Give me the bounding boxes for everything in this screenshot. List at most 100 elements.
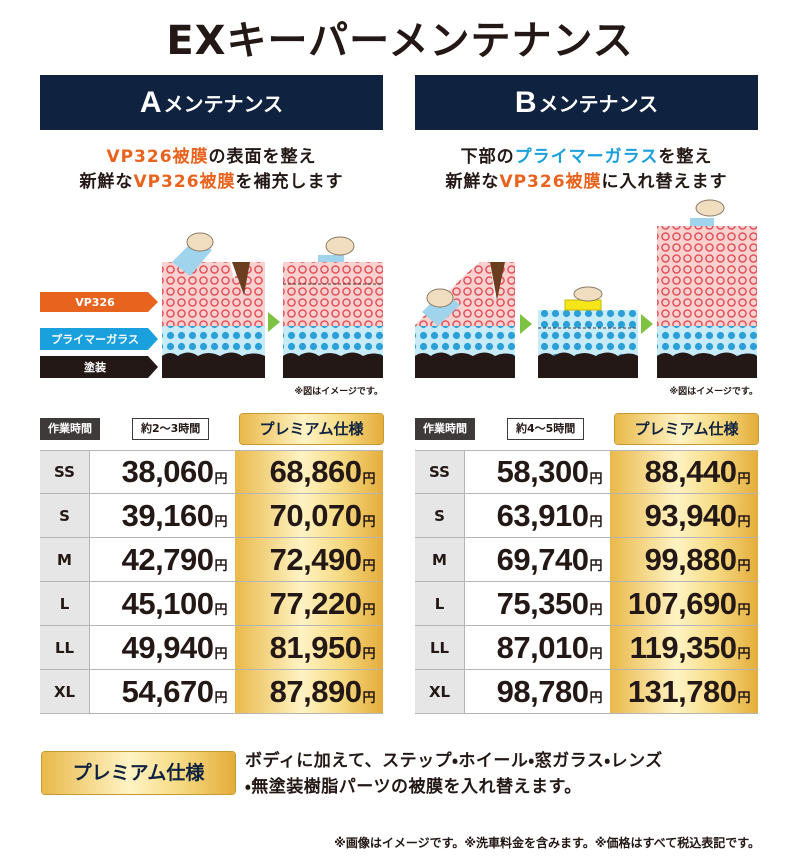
standard-price: 58,300: [496, 454, 589, 489]
size-cell: LL: [40, 626, 90, 670]
currency: 円: [737, 603, 750, 618]
description-line: 新鮮なVP326被膜を補充します: [40, 170, 383, 195]
standard-price-cell: 58,300 円: [465, 450, 610, 494]
standard-price: 49,940: [121, 629, 214, 665]
currency: 円: [362, 691, 375, 706]
layer-label: 塗装: [84, 360, 107, 374]
premium-price: 119,350: [629, 629, 737, 665]
description-text: VP326被膜: [133, 172, 236, 192]
description-line: VP326被膜の表面を整え: [40, 145, 383, 170]
currency: 円: [362, 647, 375, 662]
standard-price-cell: 54,670 円: [90, 670, 235, 714]
time-value: 約2〜3時間: [132, 418, 210, 440]
currency: 円: [362, 603, 375, 618]
heading-letter: B: [514, 85, 537, 119]
premium-price-cell: 131,780 円: [610, 670, 758, 714]
size-cell: M: [40, 538, 90, 582]
size-cell: M: [415, 538, 465, 582]
heading-text: メンテナンス: [163, 92, 284, 116]
premium-price: 93,940: [644, 497, 737, 533]
time-label: 作業時間: [415, 418, 475, 440]
standard-price: 54,670: [121, 673, 214, 709]
description-text: 下部の: [460, 147, 515, 167]
premium-price-cell: 107,690 円: [610, 582, 758, 626]
size-cell: XL: [415, 670, 465, 714]
standard-price: 39,160: [121, 497, 214, 533]
premium-text: ボディに加えて、ステップ・ホイール・窓ガラス・レンズ: [245, 751, 663, 771]
premium-price-cell: 77,220 円: [235, 582, 383, 626]
premium-price-cell: 70,070 円: [235, 494, 383, 538]
size-cell: XL: [40, 670, 90, 714]
diagram-note: ※図はイメージです。: [294, 387, 383, 397]
panel-heading: A メンテナンス: [40, 75, 383, 130]
standard-price-cell: 49,940 円: [90, 626, 235, 670]
description-line: 下部のプライマーガラスを整え: [415, 145, 758, 170]
standard-price: 69,740: [496, 541, 589, 577]
diagram-note: ※図はイメージです。: [669, 387, 758, 397]
standard-price: 98,780: [496, 673, 589, 709]
description-text: VP326被膜: [499, 172, 602, 192]
premium-price-cell: 87,890 円: [235, 670, 383, 714]
size-cell: L: [415, 582, 465, 626]
size-cell: LL: [415, 626, 465, 670]
standard-price: 63,910: [496, 497, 589, 533]
premium-price: 70,070: [269, 497, 362, 533]
currency: 円: [737, 691, 750, 706]
currency: 円: [589, 515, 602, 530]
currency: 円: [737, 647, 750, 662]
currency: 円: [737, 559, 750, 574]
currency: 円: [362, 471, 375, 487]
premium-price-cell: 88,440 円: [610, 450, 758, 494]
size-cell: L: [40, 582, 90, 626]
premium-price-cell: 99,880 円: [610, 538, 758, 582]
currency: 円: [214, 691, 227, 706]
premium-price: 77,220: [269, 585, 362, 621]
heading-letter: A: [139, 85, 162, 119]
description-text: を整え: [658, 147, 713, 167]
standard-price-cell: 69,740 円: [465, 538, 610, 582]
premium-price-cell: 93,940 円: [610, 494, 758, 538]
premium-text: ・無塗装樹脂パーツの被膜を入れ替えます。: [245, 777, 582, 797]
page-title: EXキーパーメンテナンス: [166, 18, 634, 64]
currency: 円: [214, 515, 227, 530]
layer-labels: [40, 292, 158, 378]
premium-label: プレミアム仕様: [615, 414, 758, 444]
standard-price-cell: 98,780 円: [465, 670, 610, 714]
panel-heading: B メンテナンス: [415, 75, 758, 130]
currency: 円: [362, 559, 375, 574]
currency: 円: [737, 471, 750, 487]
premium-price: 87,890: [269, 673, 362, 709]
premium-price: 131,780: [627, 673, 737, 709]
time-value: 約4〜5時間: [507, 418, 585, 440]
description-text: プライマーガラス: [514, 147, 659, 167]
standard-price: 75,350: [496, 585, 589, 621]
currency: 円: [362, 515, 375, 530]
description-text: に入れ替えます: [601, 172, 728, 192]
standard-price: 42,790: [121, 541, 214, 577]
premium-price: 88,440: [644, 454, 737, 489]
standard-price-cell: 75,350 円: [465, 582, 610, 626]
description-text: の表面を整え: [208, 147, 317, 167]
currency: 円: [589, 647, 602, 662]
standard-price-cell: 45,100 円: [90, 582, 235, 626]
description-text: を補充します: [235, 172, 344, 192]
currency: 円: [737, 515, 750, 530]
premium-price: 81,950: [269, 629, 362, 665]
currency: 円: [589, 471, 602, 487]
premium-price-cell: 119,350 円: [610, 626, 758, 670]
premium-badge: プレミアム仕様: [42, 752, 235, 794]
description-text: 新鮮な: [445, 172, 500, 192]
description-text: VP326被膜: [106, 147, 209, 167]
currency: 円: [214, 603, 227, 618]
premium-price: 107,690: [627, 585, 737, 621]
description-line: 新鮮なVP326被膜に入れ替えます: [415, 170, 758, 195]
standard-price-cell: 87,010 円: [465, 626, 610, 670]
standard-price-cell: 63,910 円: [465, 494, 610, 538]
size-cell: SS: [40, 450, 90, 494]
premium-price-cell: 81,950 円: [235, 626, 383, 670]
currency: 円: [589, 603, 602, 618]
size-cell: S: [40, 494, 90, 538]
description-text: 新鮮な: [79, 172, 134, 192]
currency: 円: [589, 559, 602, 574]
